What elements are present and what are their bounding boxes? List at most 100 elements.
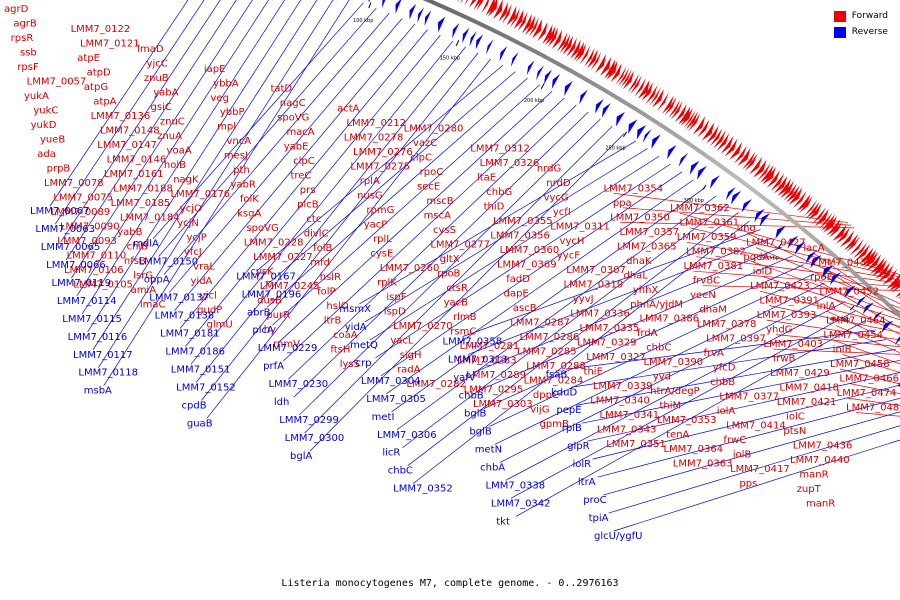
forward-gene-label: ada xyxy=(37,149,56,160)
reverse-gene-arrow xyxy=(794,241,806,255)
reverse-gene-label: fsaB xyxy=(546,369,568,380)
reverse-gene-label: ltrA xyxy=(578,477,596,488)
reverse-leader xyxy=(98,0,334,368)
forward-gene-arrow xyxy=(878,265,894,282)
reverse-leader xyxy=(462,229,761,337)
forward-gene-label: LMM7_0283 xyxy=(457,355,517,366)
forward-gene-arrow xyxy=(481,0,490,14)
reverse-gene-label: LMM7_0306 xyxy=(377,430,437,441)
forward-gene-arrow xyxy=(861,249,877,267)
forward-gene-label: ycjN xyxy=(177,218,199,229)
reverse-leader xyxy=(152,2,364,239)
reverse-leader xyxy=(570,339,886,388)
reverse-gene-label: msmX xyxy=(339,304,371,315)
reverse-leader xyxy=(266,77,528,308)
forward-gene-label: LMM7_0361 xyxy=(679,218,739,229)
forward-gene-label: LMM7_0397 xyxy=(706,334,766,345)
forward-gene-label: manR xyxy=(799,470,828,481)
forward-gene-label: ptsN xyxy=(783,426,806,437)
forward-leader xyxy=(696,256,900,284)
reverse-gene-label: chbA xyxy=(480,462,505,473)
forward-gene-label: nfsB xyxy=(124,256,146,267)
forward-gene-label: LMM7_0393 xyxy=(757,310,817,321)
forward-leader xyxy=(826,310,900,346)
reverse-gene-label: LMM7_0067 xyxy=(30,206,90,217)
forward-gene-arrow xyxy=(674,103,687,123)
reverse-leader xyxy=(168,18,403,293)
forward-gene-arrow xyxy=(843,233,859,251)
reverse-gene-arrow xyxy=(805,250,817,264)
forward-gene-label: veg xyxy=(211,93,229,104)
forward-gene-label: dusB xyxy=(257,296,282,307)
forward-gene-label: LMM7_0436 xyxy=(793,441,853,452)
reverse-gene-label: LMM7_0299 xyxy=(279,415,339,426)
forward-gene-label: LMM7_0369 xyxy=(497,259,557,270)
forward-gene-label: yukA xyxy=(24,91,49,102)
reverse-gene-label: mdlA xyxy=(133,239,159,250)
forward-gene-arrow xyxy=(863,251,879,268)
forward-gene-label: LMM7_0075 xyxy=(53,192,113,203)
reverse-gene-label: cpdB xyxy=(182,400,207,411)
reverse-gene-arrow xyxy=(543,69,553,85)
forward-gene-label: yidA xyxy=(191,276,213,287)
forward-gene-label: lacA xyxy=(803,243,824,254)
forward-leader xyxy=(613,192,849,223)
forward-gene-label: rpsF xyxy=(17,62,39,73)
forward-leader xyxy=(819,281,900,329)
forward-gene-label: LMM7_0423 xyxy=(750,281,810,292)
forward-gene-arrow xyxy=(749,156,763,175)
forward-gene-label: yfcJ xyxy=(184,247,202,258)
forward-gene-arrow xyxy=(697,119,710,138)
forward-gene-arrow xyxy=(762,166,776,185)
forward-gene-label: LMM7_0212 xyxy=(346,118,406,129)
reverse-gene-label: LMM7_0150 xyxy=(139,257,199,268)
reverse-leader xyxy=(76,0,269,297)
forward-gene-label: LMM7_0386 xyxy=(639,314,699,325)
forward-gene-arrow xyxy=(788,187,803,205)
forward-gene-label: rpoB xyxy=(437,268,461,279)
forward-gene-arrow xyxy=(729,141,743,160)
forward-gene-arrow xyxy=(595,53,607,74)
forward-gene-arrow xyxy=(757,163,771,181)
forward-gene-label: LMM7_0414 xyxy=(726,421,786,432)
reverse-leader xyxy=(402,203,728,448)
reverse-gene-arrow xyxy=(579,89,588,105)
tick-label: 200 kbp xyxy=(524,98,544,104)
forward-gene-arrow xyxy=(760,165,774,183)
forward-gene-label: LMM7_0362 xyxy=(670,203,730,214)
forward-gene-label: ssb xyxy=(20,47,37,58)
forward-gene-label: lysS xyxy=(340,359,360,370)
forward-gene-arrow xyxy=(866,254,882,271)
forward-gene-label: coaA xyxy=(333,330,358,341)
forward-leader xyxy=(849,383,900,394)
forward-gene-label: lmaD xyxy=(137,44,164,55)
reverse-gene-arrow xyxy=(616,111,625,127)
forward-gene-label: dhaK xyxy=(626,256,652,267)
forward-gene-label: vijG xyxy=(530,404,549,415)
forward-gene-arrow xyxy=(627,73,640,93)
forward-gene-arrow xyxy=(886,274,900,290)
forward-gene-arrow xyxy=(652,88,664,108)
reverse-gene-arrow xyxy=(368,0,371,3)
reverse-gene-arrow xyxy=(881,320,894,333)
forward-gene-label: LMM7_0227 xyxy=(253,252,313,263)
forward-gene-label: rplK xyxy=(377,278,397,289)
reverse-gene-arrow xyxy=(810,255,822,269)
forward-gene-label: frwC xyxy=(723,435,746,446)
reverse-swatch xyxy=(833,26,846,38)
reverse-leader xyxy=(309,133,625,452)
forward-gene-label: yfcD xyxy=(713,363,736,374)
reverse-gene-label: glpR xyxy=(567,441,589,452)
tick-label: 450 kbp xyxy=(897,383,900,389)
forward-gene-label: LMM7_0307 xyxy=(566,265,626,276)
forward-gene-label: LMM7_0278 xyxy=(344,133,404,144)
reverse-leader xyxy=(467,237,772,355)
forward-gene-label: LMM7_0391 xyxy=(759,296,819,307)
forward-gene-label: actA xyxy=(337,104,360,115)
reverse-leader xyxy=(55,0,205,225)
forward-gene-label: pgdA xyxy=(743,252,769,263)
reverse-gene-label: bglB xyxy=(469,426,491,437)
reverse-leader xyxy=(565,329,876,370)
reverse-gene-label: LMM7_0119 xyxy=(52,278,112,289)
forward-gene-label: frwB xyxy=(773,354,796,365)
